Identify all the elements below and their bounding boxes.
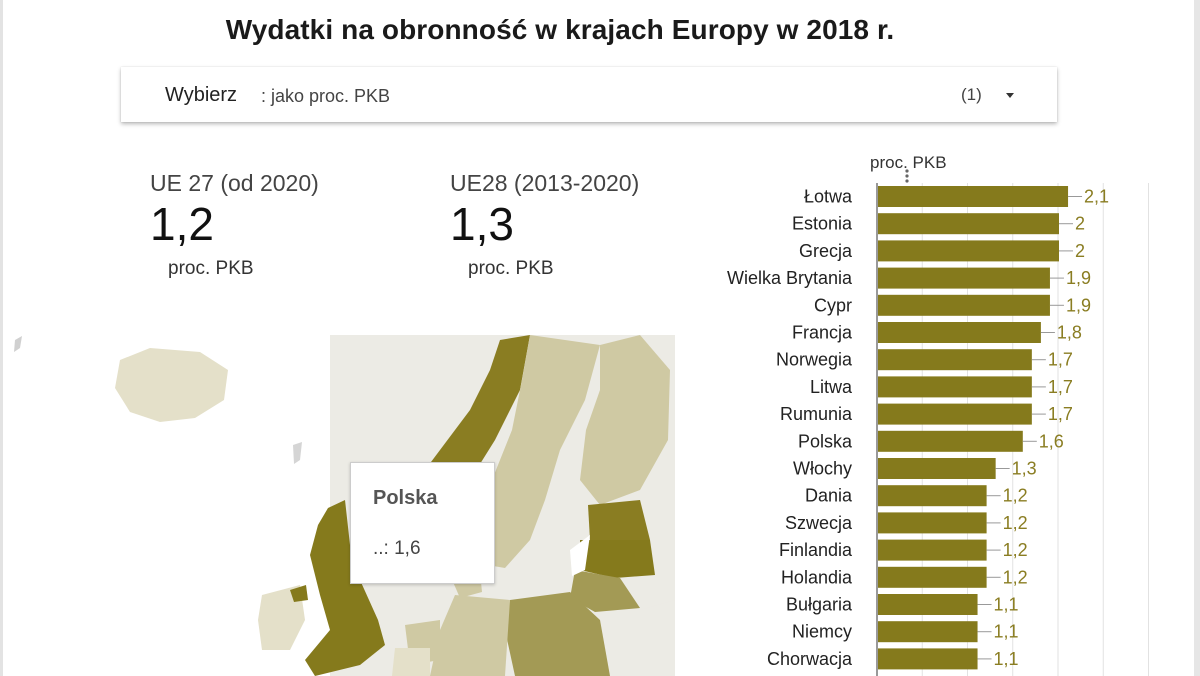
bar-category-label: Niemcy [792, 622, 852, 642]
bar-category-label: Francja [792, 323, 853, 343]
bar[interactable] [878, 294, 1050, 316]
map-belarus [610, 600, 675, 676]
bar-value-label: 1,1 [994, 595, 1019, 615]
bar[interactable] [878, 594, 978, 615]
tooltip-country: Polska [373, 487, 438, 509]
bar-value-label: 1,2 [1003, 513, 1028, 533]
bar[interactable] [878, 267, 1050, 289]
axis-dots-icon [905, 169, 909, 183]
map-estonia[interactable] [588, 500, 650, 550]
kpi-unit: proc. PKB [168, 257, 254, 279]
map-germany[interactable] [430, 595, 510, 676]
kpi-label: UE28 (2013-2020) [450, 170, 640, 196]
bar-value-label: 1,1 [994, 622, 1019, 642]
bar[interactable] [878, 240, 1059, 262]
bar-category-label: Polska [798, 431, 853, 451]
bar-value-label: 1,9 [1066, 268, 1091, 288]
map-ireland[interactable] [258, 585, 305, 650]
map-gotland-gap [570, 535, 590, 576]
bar-value-label: 2,1 [1084, 187, 1109, 207]
selector-label: Wybierz [165, 84, 238, 106]
map-lithuania[interactable] [570, 570, 640, 612]
map-poland[interactable] [505, 592, 610, 676]
bar-value-label: 1,7 [1048, 377, 1073, 397]
bar[interactable] [878, 539, 987, 561]
bar[interactable] [878, 186, 1069, 207]
bar-value-label: 1,2 [1003, 540, 1028, 560]
axis-dot [905, 174, 909, 178]
kpi-label: UE 27 (od 2020) [150, 170, 319, 196]
bar-category-label: Chorwacja [767, 649, 853, 669]
bar[interactable] [878, 621, 978, 643]
map-greenland-fragment [14, 336, 22, 352]
bar-category-label: Finlandia [779, 540, 853, 560]
bar-value-label: 1,8 [1057, 323, 1082, 343]
bar-value-label: 1,1 [994, 649, 1019, 669]
map-tooltip: Polska ..: 1,6 [350, 462, 495, 584]
bar-category-label: Cypr [814, 295, 852, 315]
selector-value: : jako proc. PKB [261, 86, 391, 106]
bar[interactable] [878, 376, 1032, 398]
bar[interactable] [878, 349, 1032, 371]
map-svg [14, 335, 675, 676]
kpi-value: 1,3 [450, 198, 514, 250]
right-scrollbar-track[interactable] [1194, 0, 1200, 676]
bar[interactable] [878, 648, 978, 670]
bar-value-label: 2 [1075, 241, 1085, 261]
bar-category-label: Szwecja [785, 513, 853, 533]
bar-value-label: 1,7 [1048, 350, 1073, 370]
bar-category-label: Włochy [793, 459, 852, 479]
map-united-kingdom[interactable] [305, 500, 385, 676]
metric-selector-dropdown[interactable]: Wybierz : jako proc. PKB (1) [121, 67, 1057, 122]
bar[interactable] [878, 458, 996, 479]
bar-value-label: 1,2 [1003, 567, 1028, 587]
bar[interactable] [878, 403, 1032, 425]
bar-category-label: Łotwa [804, 187, 853, 207]
selector-count: (1) [961, 85, 982, 104]
chart-axis-label: proc. PKB [870, 153, 947, 172]
bar[interactable] [878, 213, 1059, 235]
page-title: Wydatki na obronność w krajach Europy w … [225, 14, 895, 45]
bar-category-label: Dania [805, 486, 853, 506]
kpi-value: 1,2 [150, 198, 214, 250]
bar-category-label: Wielka Brytania [727, 268, 853, 288]
kpi-eu28: UE28 (2013-2020) 1,3 proc. PKB [450, 170, 639, 280]
bar-value-label: 1,6 [1039, 431, 1064, 451]
bar-value-label: 1,2 [1003, 486, 1028, 506]
bar[interactable] [878, 322, 1041, 343]
map-northern-ireland[interactable] [290, 585, 308, 602]
defense-spending-bar-chart: proc. PKB Łotwa 2,1 Estonia 2 Grecja 2 Wielka … [727, 153, 1149, 676]
left-frame-border [0, 0, 3, 676]
bar-category-label: Norwegia [776, 350, 853, 370]
map-finland[interactable] [580, 335, 670, 505]
bar-category-label: Rumunia [780, 404, 853, 424]
map-iceland[interactable] [115, 348, 228, 422]
bar-value-label: 2 [1075, 214, 1085, 234]
bar-category-label: Estonia [792, 214, 853, 234]
bar-category-label: Litwa [810, 377, 853, 397]
chart-grid [921, 183, 1149, 676]
bar-value-label: 1,7 [1048, 404, 1073, 424]
europe-map[interactable] [0, 330, 675, 676]
bar-value-label: 1,3 [1012, 459, 1037, 479]
axis-dot [905, 179, 909, 183]
map-belgium[interactable] [392, 648, 430, 676]
bar[interactable] [878, 430, 1023, 452]
bar-category-label: Bułgaria [786, 595, 853, 615]
kpi-eu27: UE 27 (od 2020) 1,2 proc. PKB [150, 170, 319, 280]
chevron-down-icon[interactable] [1006, 93, 1014, 98]
map-faroe [293, 442, 302, 464]
map-latvia[interactable] [580, 540, 655, 578]
kpi-unit: proc. PKB [468, 257, 554, 279]
chart-bars: Łotwa 2,1 Estonia 2 Grecja 2 Wielka Brytania 1,… [727, 183, 1109, 676]
bar-category-label: Holandia [781, 567, 853, 587]
bar[interactable] [878, 485, 987, 507]
bar-category-label: Grecja [799, 241, 853, 261]
map-sweden[interactable] [470, 335, 600, 568]
tooltip-value: ..: 1,6 [373, 538, 421, 559]
bar-value-label: 1,9 [1066, 295, 1091, 315]
bar[interactable] [878, 566, 987, 588]
axis-dot [905, 169, 909, 173]
bar[interactable] [878, 512, 987, 534]
